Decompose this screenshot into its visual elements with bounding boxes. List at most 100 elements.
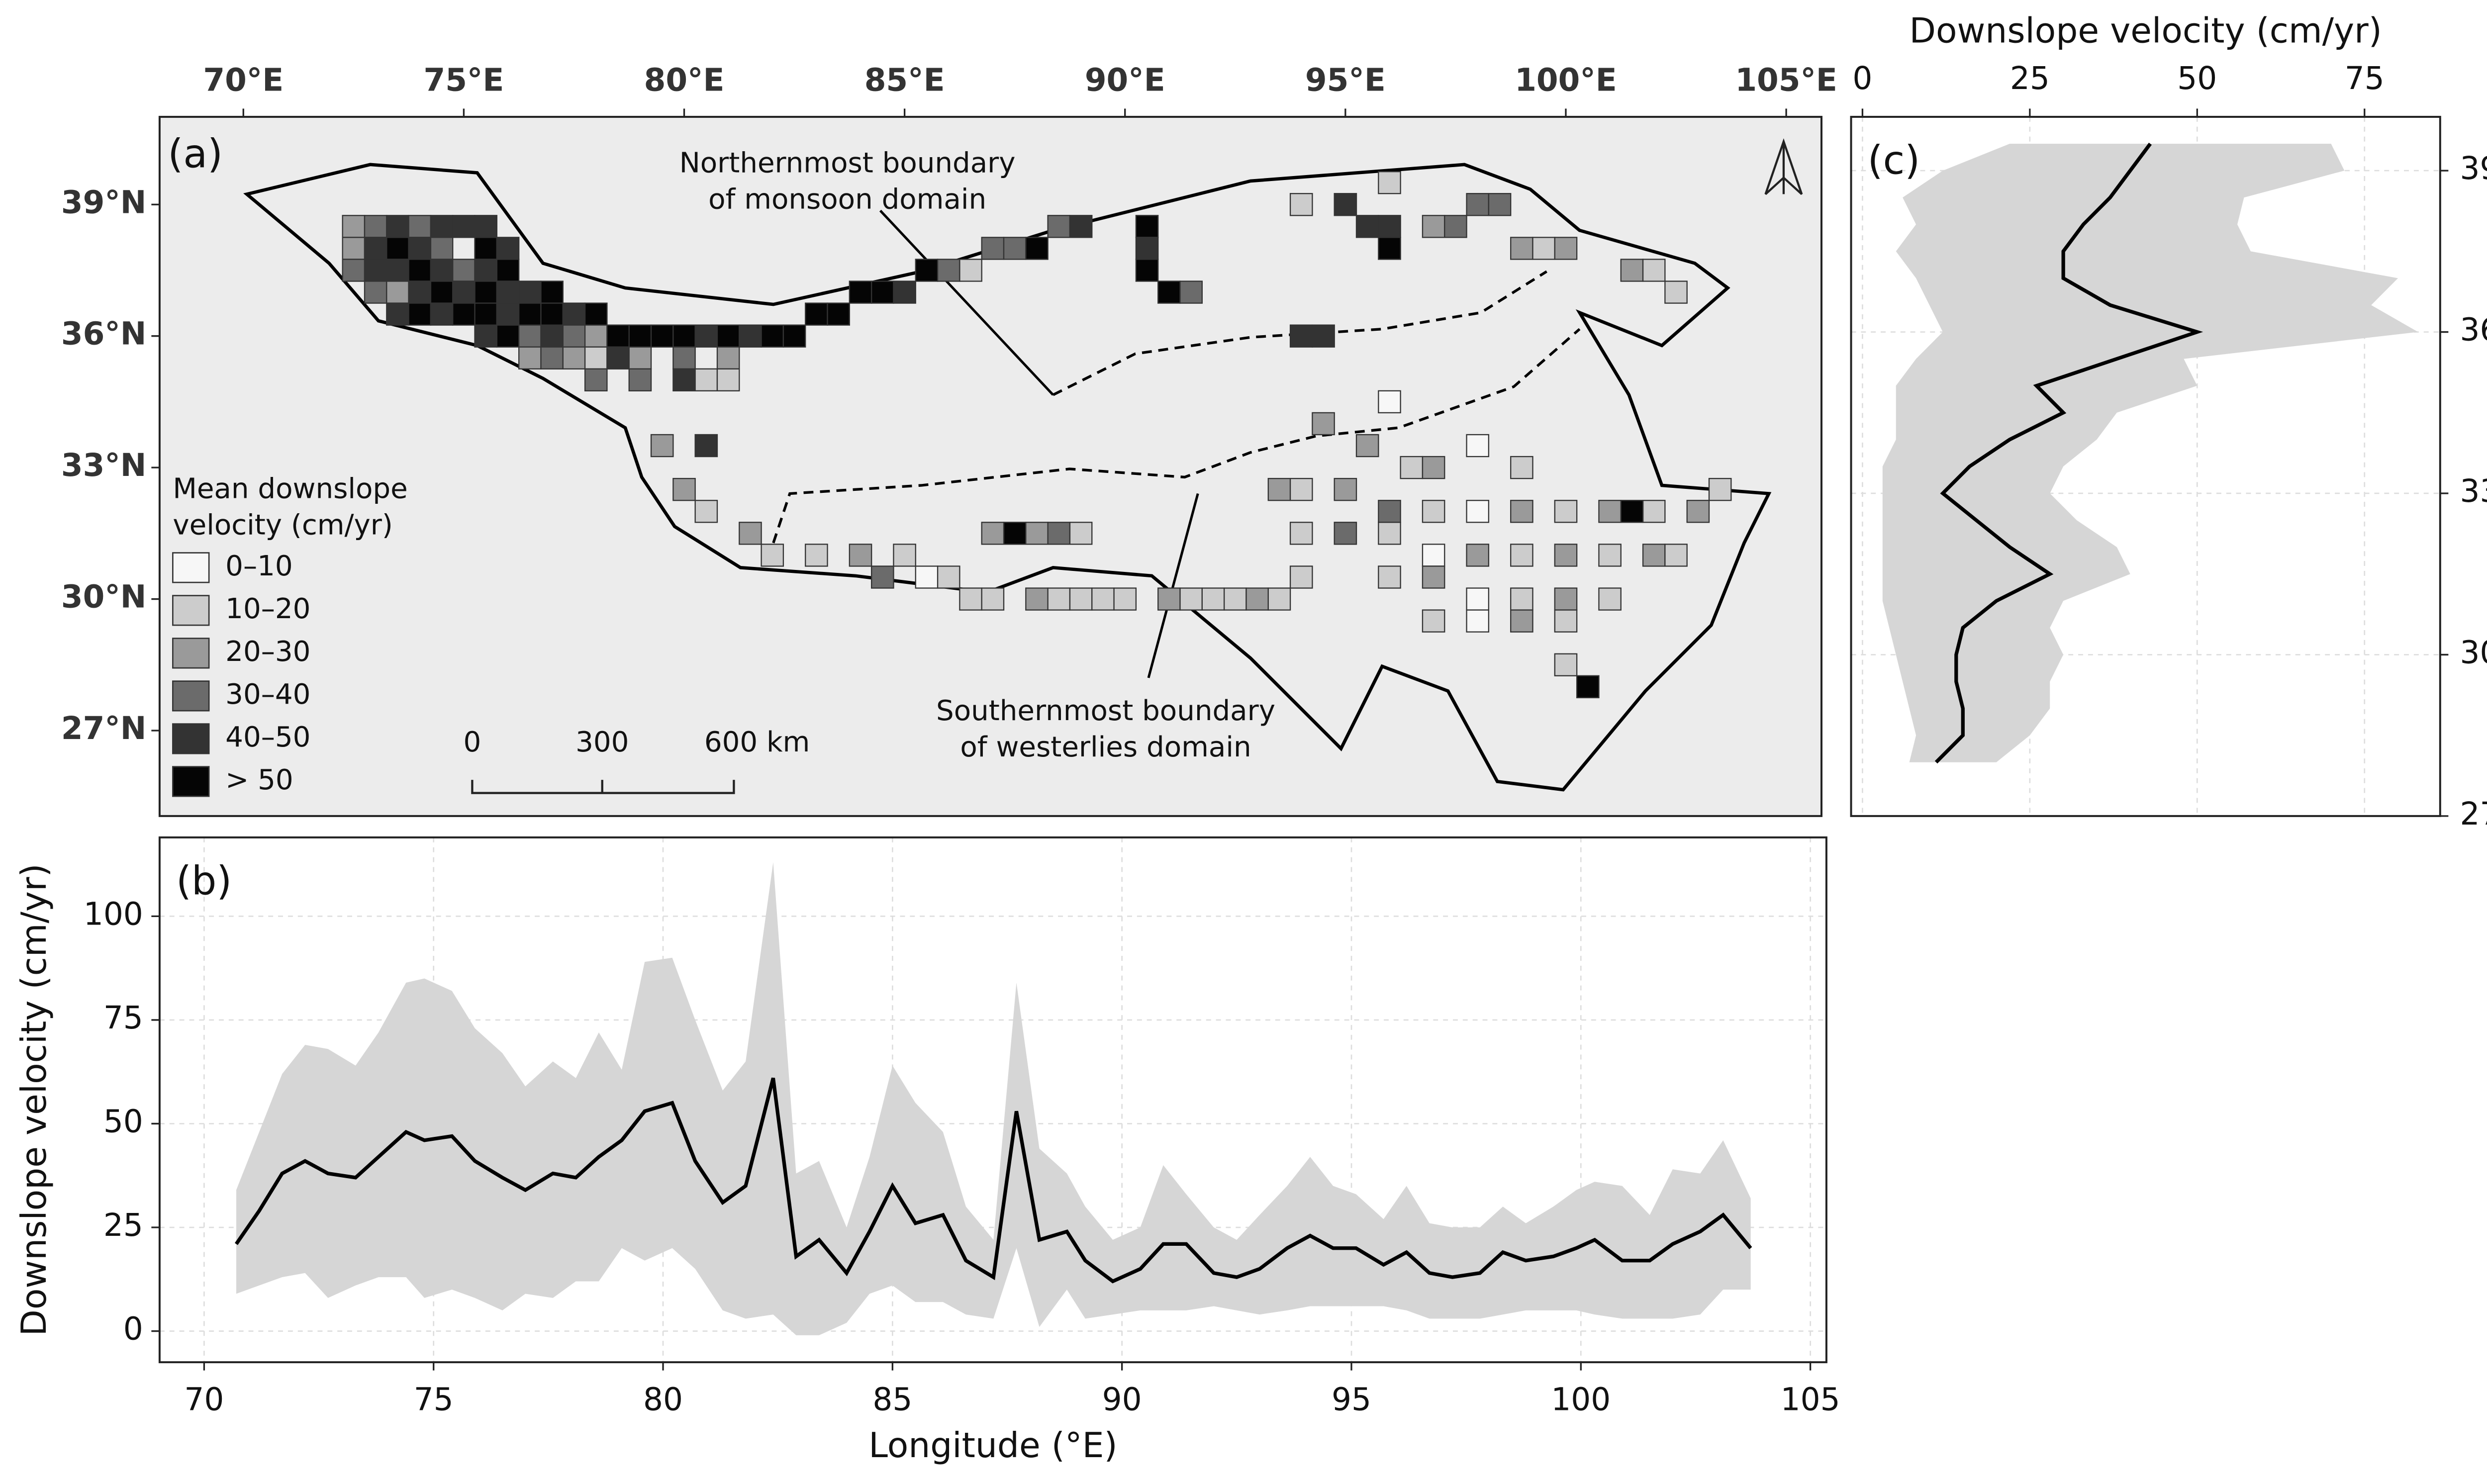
legend-label: 10–20 [225,593,310,625]
scale-label: 0 [464,726,481,758]
x-tick-label: 100 [1551,1382,1611,1418]
y-tick-label: 75 [103,1000,143,1036]
grid-cell [342,237,366,260]
grid-cell [386,280,409,304]
y-tick-label: 27°N [61,710,146,746]
grid-cell [474,237,498,260]
grid-cell [849,280,872,304]
grid-cell [1664,544,1688,567]
y-tick-label: 33 [2460,473,2487,509]
grid-cell [981,587,1005,611]
grid-cell [761,544,784,567]
grid-cell [430,259,454,282]
annotation: of monsoon domain [708,183,986,215]
grid-cell [452,259,476,282]
y-tick-label: 0 [123,1311,143,1347]
grid-cell [1510,544,1533,567]
grid-cell [1642,259,1666,282]
x-axis-label: Longitude (°E) [868,1426,1117,1466]
grid-cell [672,477,696,501]
grid-cell [1334,477,1357,501]
grid-cell [915,259,939,282]
legend-label: 30–40 [225,678,310,711]
grid-cell [364,237,387,260]
grid-cell [1554,500,1578,523]
grid-cell [628,324,652,348]
grid-cell [518,280,542,304]
grid-cell [430,237,454,260]
grid-cell [606,324,630,348]
grid-cell [1708,477,1732,501]
grid-cell [981,522,1005,545]
grid-cell [672,368,696,392]
y-tick-label: 30 [2460,634,2487,670]
grid-cell [739,324,762,348]
mean-line [234,1077,1752,1284]
grid-cell [408,280,432,304]
grid-cell [1201,587,1225,611]
grid-cell [628,368,652,392]
y-tick-label: 33°N [61,447,146,483]
grid-cell [694,368,718,392]
grid-cell [1025,522,1049,545]
scale-bar [471,780,735,794]
legend-swatch [172,680,210,712]
grid-cell [716,324,740,348]
grid-cell [761,324,784,348]
grid-cell [1664,280,1688,304]
grid-cell [1289,193,1313,216]
grid-cell [694,324,718,348]
grid-cell [1135,237,1159,260]
x-tick-label: 95°E [1305,62,1386,98]
grid-cell [1047,522,1071,545]
grid-cell [452,302,476,326]
x-tick-label: 70 [184,1382,224,1418]
x-tick-label: 105 [1781,1382,1840,1418]
legend-swatch [172,766,210,797]
grid-cell [386,302,409,326]
grid-cell [650,324,674,348]
grid-cell [1510,456,1533,479]
grid-cell [1267,477,1291,501]
grid-cell [1025,237,1049,260]
grid-cell [959,587,982,611]
grid-cell [496,259,520,282]
x-tick-label: 70°E [203,62,284,98]
grid-cell [1598,544,1622,567]
grid-cell [1091,587,1115,611]
grid-cell [893,544,916,567]
grid-cell [1312,412,1335,436]
grid-cell [1157,280,1181,304]
grid-cell [1466,544,1490,567]
legend-label: 20–30 [225,636,310,668]
legend-label: 0–10 [225,550,292,582]
grid-cell [584,368,608,392]
grid-cell [694,500,718,523]
grid-cell [1355,215,1379,238]
grid-cell [1003,522,1027,545]
grid-cell [849,544,872,567]
annotation: of westerlies domain [960,731,1251,763]
x-tick-label: 95 [1332,1382,1371,1418]
x-tick-label: 0 [1852,60,1872,96]
grid-cell [540,346,564,370]
x-tick-label: 85°E [864,62,945,98]
grid-cell [1113,587,1137,611]
grid-cell [1312,324,1335,348]
grid-cell [1554,587,1578,611]
grid-cell [1003,237,1027,260]
grid-cell [1422,215,1445,238]
y-tick-label: 27 [2460,796,2487,832]
grid-cell [1422,609,1445,633]
grid-cell [1466,587,1490,611]
grid-cell [1245,587,1269,611]
grid-cell [1466,500,1490,523]
grid-cell [1289,324,1313,348]
map-frame [158,115,1822,817]
grid-cell [1422,544,1445,567]
x-tick-label: 75 [2345,60,2385,96]
grid-cell [606,346,630,370]
grid-cell [1422,456,1445,479]
grid-cell [1289,522,1313,545]
panel-b-frame [158,836,1827,1364]
